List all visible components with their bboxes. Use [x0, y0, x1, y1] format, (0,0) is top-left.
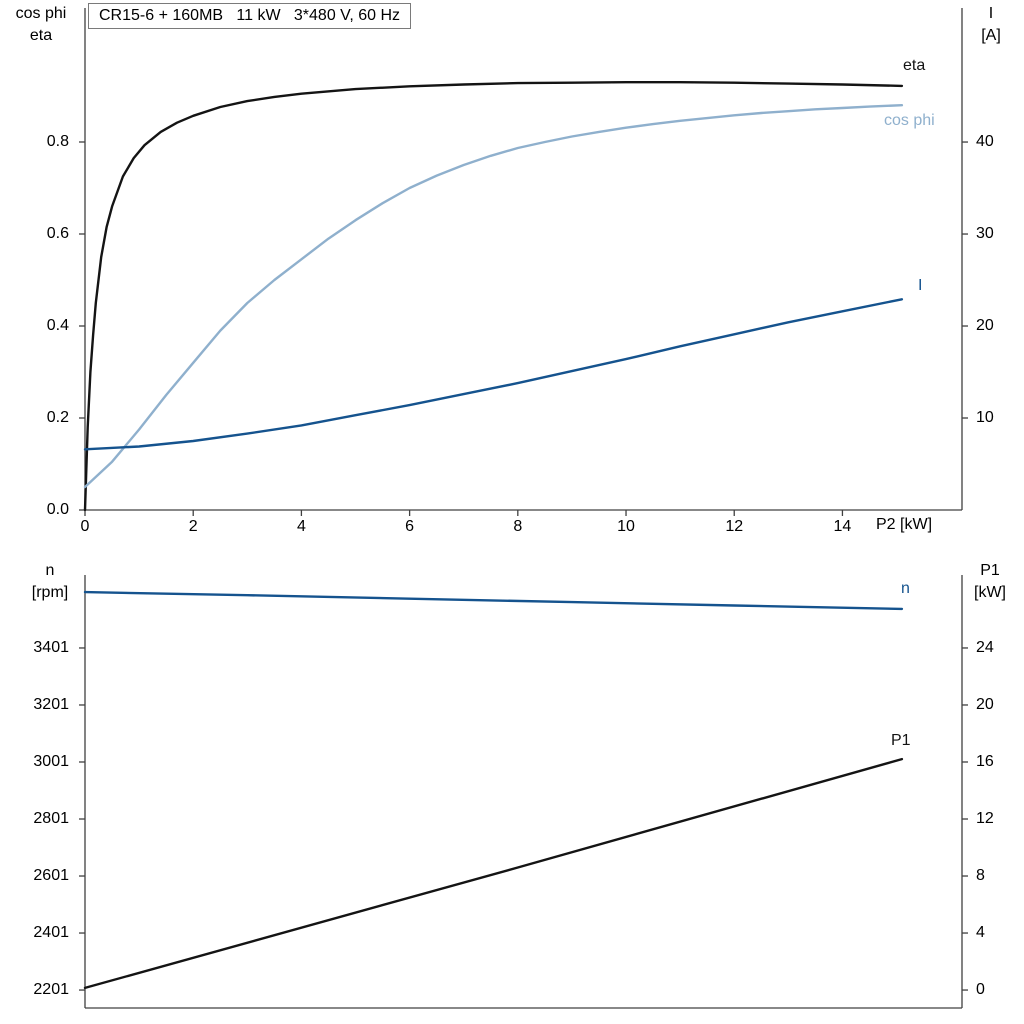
tick-label: 0: [80, 518, 90, 535]
p1-curve: [83, 757, 904, 990]
tick-label: 3201: [33, 695, 69, 713]
tick-label: 4: [976, 924, 985, 942]
tick-label: 0.0: [46, 501, 69, 518]
tick-label: 2201: [33, 981, 69, 999]
right-axis-title-line1: I: [988, 5, 994, 22]
eta-curve-label: eta: [903, 57, 926, 74]
tick-label: 0.4: [46, 316, 69, 334]
tick-label: 6: [405, 518, 415, 535]
eta-curve: [83, 80, 904, 512]
tick-label: 8: [513, 518, 523, 535]
top-right-axis-title: I [A]: [964, 3, 1018, 47]
right-axis-title-line2: [A]: [981, 27, 1001, 44]
left-axis-title-line1: cos phi: [15, 5, 67, 22]
tick-label: 12: [725, 518, 744, 535]
bottom-right-axis-title: P1 [kW]: [960, 560, 1020, 604]
tick-label: 12: [976, 810, 994, 827]
tick-label: 2801: [33, 810, 69, 827]
current-curve-label: I: [918, 277, 923, 294]
tick-label: 30: [976, 225, 994, 243]
tick-label: 8: [976, 867, 985, 885]
tick-label: 0.2: [46, 408, 69, 426]
top-left-axis-title: cos phi eta: [2, 3, 80, 47]
x-axis-label: P2 [kW]: [876, 516, 933, 533]
tick-label: 0: [976, 981, 985, 999]
tick-label: 10: [976, 409, 994, 426]
p1-axis-title-line2: [kW]: [974, 584, 1006, 601]
tick-label: 2601: [33, 867, 69, 885]
tick-label: 3401: [33, 638, 69, 656]
cos-phi-curve-label: cos phi: [884, 112, 935, 129]
left-axis-title-line2: eta: [29, 27, 53, 44]
tick-label: 4: [296, 518, 306, 535]
n-curve: [83, 590, 904, 611]
tick-label: 14: [833, 518, 852, 535]
rpm-axis-title-line2: [rpm]: [31, 584, 69, 601]
speed-curve-label: n: [901, 580, 910, 597]
tick-label: 2: [188, 518, 198, 535]
tick-label: 3001: [33, 752, 69, 770]
tick-label: 20: [976, 695, 994, 713]
tick-label: 16: [976, 752, 994, 770]
tick-label: 40: [976, 133, 994, 151]
tick-label: 10: [617, 518, 635, 535]
i-curve: [83, 298, 904, 451]
tick-label: 20: [976, 317, 994, 335]
p1-axis-title-line1: P1: [980, 562, 1000, 579]
bottom-left-axis-title: n [rpm]: [14, 560, 86, 604]
tick-label: 2401: [33, 924, 69, 942]
tick-label: 0.6: [46, 224, 69, 242]
cos-phi-curve: [83, 103, 904, 489]
rpm-axis-title-line1: n: [45, 562, 55, 579]
p1-curve-label: P1: [891, 732, 911, 749]
chart-title: CR15-6 + 160MB 11 kW 3*480 V, 60 Hz: [88, 3, 412, 29]
tick-label: 24: [976, 638, 994, 656]
tick-label: 0.8: [46, 132, 69, 150]
